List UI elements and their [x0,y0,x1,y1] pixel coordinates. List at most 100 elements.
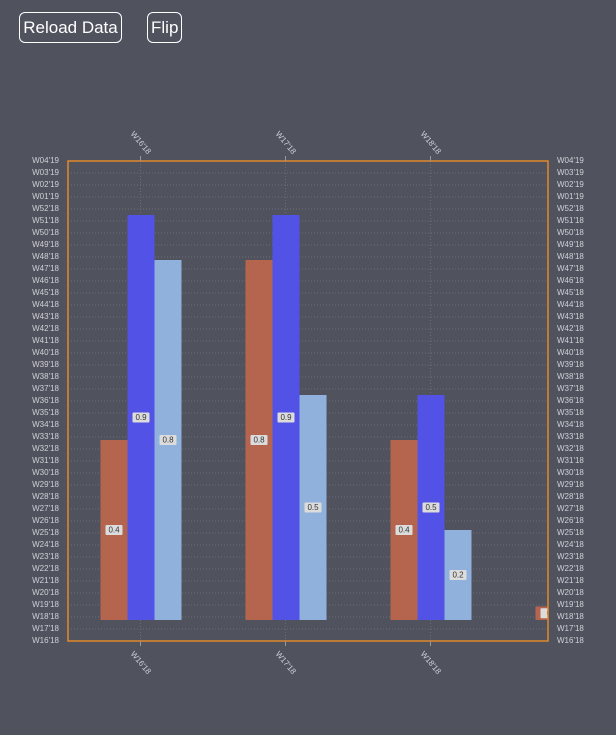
y-tick-label: W27'18 [32,504,59,513]
y-tick-label: W30'18 [32,468,59,477]
y-tick-label: W42'18 [32,324,59,333]
y2-tick-label: W03'19 [557,168,584,177]
y-tick-label: W49'18 [32,240,59,249]
y2-tick-label: W38'18 [557,372,584,381]
data-label-box [159,434,177,445]
y-tick-label: W48'18 [32,252,59,261]
y2-tick-label: W35'18 [557,408,584,417]
data-label-text: 0.4 [398,526,410,535]
data-label: 0 [540,608,548,619]
data-label: 0.8 [250,434,268,445]
flip-button[interactable]: Flip [147,12,182,43]
y2-tick-label: W16'18 [557,636,584,645]
y2-tick-label: W50'18 [557,228,584,237]
y2-tick-label: W19'18 [557,600,584,609]
y2-tick-label: W34'18 [557,420,584,429]
y2-tick-label: W48'18 [557,252,584,261]
data-label-text: 0.9 [280,413,292,422]
y-tick-label: W21'18 [32,576,59,585]
y-tick-label: W41'18 [32,336,59,345]
y2-tick-label: W43'18 [557,312,584,321]
plot-border [67,160,549,642]
y2-tick-label: W52'18 [557,204,584,213]
y2-tick-label: W42'18 [557,324,584,333]
data-label-text: 0.8 [162,436,174,445]
data-label-box [395,524,413,535]
y-tick-label: W01'19 [32,192,59,201]
y-tick-label: W51'18 [32,216,59,225]
data-label-text: 0.5 [425,503,437,512]
y-tick-label: W50'18 [32,228,59,237]
data-label-box [422,502,440,513]
data-label-text: 0.4 [108,526,120,535]
y2-tick-label: W37'18 [557,384,584,393]
y-tick-label: W16'18 [32,636,59,645]
y2-tick-label: W30'18 [557,468,584,477]
data-label-box [277,412,295,423]
data-label: 0.4 [395,524,413,535]
y2-tick-label: W49'18 [557,240,584,249]
y-tick-label: W33'18 [32,432,59,441]
y-tick-label: W04'19 [32,156,59,165]
y2-tick-label: W23'18 [557,552,584,561]
y-tick-label: W22'18 [32,564,59,573]
y-tick-label: W43'18 [32,312,59,321]
y-tick-label: W23'18 [32,552,59,561]
y-tick-label: W46'18 [32,276,59,285]
y2-tick-label: W44'18 [557,300,584,309]
y-tick-label: W47'18 [32,264,59,273]
y2-tick-label: W40'18 [557,348,584,357]
y-tick-label: W39'18 [32,360,59,369]
data-label: 0.4 [105,524,123,535]
y2-tick-label: W22'18 [557,564,584,573]
y2-tick-label: W41'18 [557,336,584,345]
y-tick-label: W29'18 [32,480,59,489]
y-tick-label: W02'19 [32,180,59,189]
data-label: 0.9 [277,412,295,423]
x-tick-label: W18'18 [419,650,444,677]
y2-tick-label: W36'18 [557,396,584,405]
y2-tick-label: W24'18 [557,540,584,549]
y2-tick-label: W33'18 [557,432,584,441]
y-tick-label: W24'18 [32,540,59,549]
data-label-text: 0.8 [253,436,265,445]
y2-tick-label: W39'18 [557,360,584,369]
data-label: 0.5 [422,502,440,513]
y2-tick-label: W28'18 [557,492,584,501]
x2-tick-label: W17'18 [274,130,299,157]
y2-tick-label: W51'18 [557,216,584,225]
x2-tick-label: W16'18 [129,130,154,157]
y2-tick-label: W45'18 [557,288,584,297]
data-label-box [250,434,268,445]
data-label-box [449,569,467,580]
reload-button[interactable]: Reload Data [19,12,122,43]
y2-tick-label: W25'18 [557,528,584,537]
y-tick-label: W32'18 [32,444,59,453]
y-tick-label: W45'18 [32,288,59,297]
y-tick-label: W36'18 [32,396,59,405]
y2-tick-label: W29'18 [557,480,584,489]
y2-tick-label: W32'18 [557,444,584,453]
y-tick-label: W03'19 [32,168,59,177]
y2-tick-label: W26'18 [557,516,584,525]
y-tick-label: W18'18 [32,612,59,621]
y2-tick-label: W02'19 [557,180,584,189]
x2-tick-label: W18'18 [419,130,444,157]
y-tick-label: W20'18 [32,588,59,597]
y-tick-label: W17'18 [32,624,59,633]
y2-tick-label: W46'18 [557,276,584,285]
y-tick-label: W25'18 [32,528,59,537]
y2-tick-label: W47'18 [557,264,584,273]
plot-area: 0.4 0.9 0.8 0.8 0.9 0.5 0.4 0.5 0.2 0 [100,214,548,620]
data-label-box [540,608,548,619]
y2-tick-label: W31'18 [557,456,584,465]
y2-tick-label: W18'18 [557,612,584,621]
data-label: 0.8 [159,434,177,445]
y-tick-label: W28'18 [32,492,59,501]
data-label-box [304,502,322,513]
y-tick-label: W19'18 [32,600,59,609]
x-tick-label: W16'18 [129,650,154,677]
data-label: 0.9 [132,412,150,423]
